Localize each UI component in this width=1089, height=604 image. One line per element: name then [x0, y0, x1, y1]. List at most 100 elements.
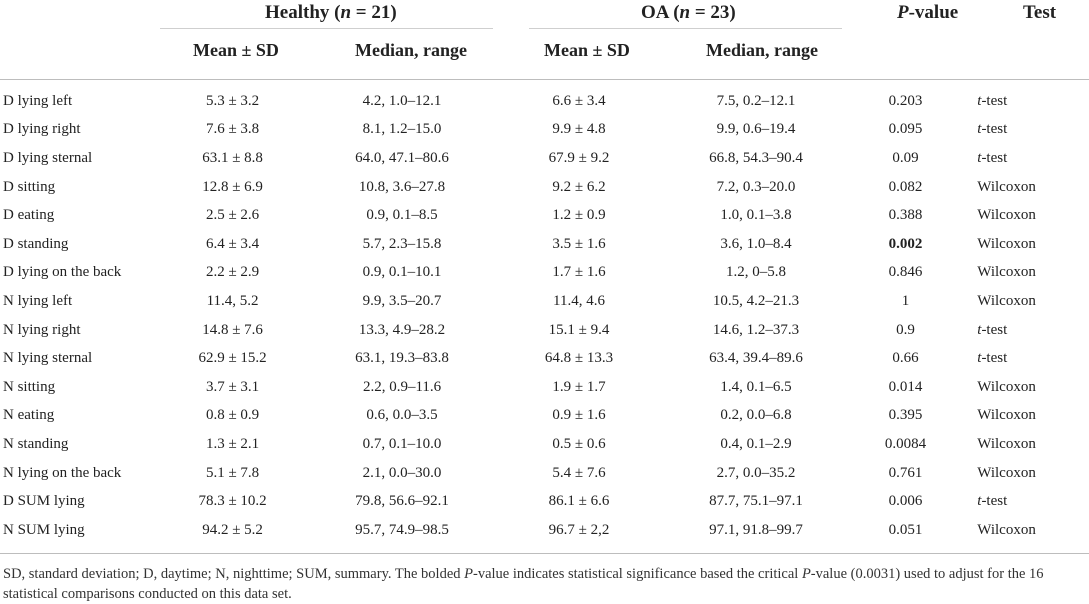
- healthy-group-rule: [160, 28, 493, 29]
- test-name: Wilcoxon: [977, 521, 1036, 538]
- test-cell: Wilcoxon: [965, 287, 1089, 316]
- healthy-mean-cell: 78.3 ± 10.2: [198, 493, 267, 510]
- healthy-group-header: Healthy (n = 21): [265, 2, 397, 23]
- pvalue-cell: 0.395: [888, 407, 923, 424]
- healthy-median-cell: 79.8, 56.6–92.1: [355, 493, 449, 510]
- pvalue-cell: 0.761: [888, 464, 923, 481]
- test-name: -test: [981, 92, 1008, 109]
- test-cell: Wilcoxon: [965, 230, 1089, 259]
- row-label: N lying right: [3, 321, 81, 338]
- table-row: D SUM lying 78.3 ± 10.2 79.8, 56.6–92.1 86.…: [0, 487, 1089, 516]
- healthy-median-cell: 64.0, 47.1–80.6: [355, 149, 449, 166]
- healthy-mean-cell: 2.5 ± 2.6: [205, 207, 260, 224]
- row-label: N sitting: [3, 378, 56, 395]
- test-name: Wilcoxon: [977, 207, 1036, 224]
- test-header: Test: [1023, 2, 1057, 23]
- oa-mean-header: Mean ± SD: [544, 40, 630, 60]
- healthy-median-cell: 95.7, 74.9–98.5: [355, 521, 449, 538]
- test-cell: Wilcoxon: [965, 402, 1089, 431]
- healthy-median-cell: 5.7, 2.3–15.8: [362, 235, 442, 252]
- pvalue-cell: 0.082: [888, 178, 923, 195]
- oa-median-cell: 7.2, 0.3–20.0: [716, 178, 796, 195]
- oa-mean-cell: 9.2 ± 6.2: [552, 178, 606, 195]
- test-name: -test: [981, 350, 1008, 367]
- healthy-median-cell: 8.1, 1.2–15.0: [362, 121, 442, 138]
- test-cell: Wilcoxon: [965, 373, 1089, 402]
- oa-mean-cell: 1.2 ± 0.9: [552, 207, 606, 224]
- oa-median-cell: 2.7, 0.0–35.2: [716, 464, 796, 481]
- test-cell: Wilcoxon: [965, 459, 1089, 488]
- table-row: D lying sternal 63.1 ± 8.8 64.0, 47.1–80.6…: [0, 144, 1089, 173]
- pvalue-cell: 0.388: [888, 207, 923, 224]
- oa-mean-cell: 1.9 ± 1.7: [552, 378, 606, 395]
- pvalue-cell: 0.09: [892, 149, 919, 166]
- oa-median-cell: 9.9, 0.6–19.4: [716, 121, 796, 138]
- test-cell: Wilcoxon: [965, 430, 1089, 459]
- table-bottom-rule: [0, 553, 1089, 554]
- row-label: D lying right: [3, 121, 81, 138]
- oa-median-cell: 0.2, 0.0–6.8: [720, 407, 792, 424]
- test-name: -test: [981, 149, 1008, 166]
- healthy-median-cell: 9.9, 3.5–20.7: [362, 292, 442, 309]
- test-prefix: t: [977, 350, 982, 367]
- table-row: D lying left 5.3 ± 3.2 4.2, 1.0–12.1 6.6 ± …: [0, 87, 1089, 116]
- table-row: D sitting 12.8 ± 6.9 10.8, 3.6–27.8 9.2 ± 6…: [0, 173, 1089, 202]
- oa-group-header: OA (n = 23): [641, 2, 736, 23]
- table-row: N eating 0.8 ± 0.9 0.6, 0.0–3.5 0.9 ± 1.6 0.…: [0, 402, 1089, 431]
- healthy-mean-cell: 11.4, 5.2: [206, 292, 259, 309]
- oa-median-cell: 1.4, 0.1–6.5: [720, 378, 792, 395]
- healthy-median-cell: 0.9, 0.1–10.1: [362, 264, 442, 281]
- pvalue-cell: 0.0084: [884, 435, 927, 452]
- test-prefix: t: [977, 321, 982, 338]
- row-label: D lying on the back: [3, 264, 122, 281]
- healthy-median-cell: 10.8, 3.6–27.8: [358, 178, 446, 195]
- test-cell: t-test: [965, 87, 1089, 116]
- test-name: Wilcoxon: [977, 264, 1036, 281]
- oa-group-rule: [529, 28, 842, 29]
- pvalue-cell: 0.66: [892, 350, 919, 367]
- healthy-median-cell: 63.1, 19.3–83.8: [355, 350, 449, 367]
- healthy-mean-cell: 63.1 ± 8.8: [202, 149, 263, 166]
- header-bottom-rule: [0, 79, 1089, 80]
- oa-mean-cell: 1.7 ± 1.6: [552, 264, 606, 281]
- pvalue-cell: 0.051: [888, 521, 923, 538]
- table-row: N standing 1.3 ± 2.1 0.7, 0.1–10.0 0.5 ± 0.…: [0, 430, 1089, 459]
- oa-median-cell: 97.1, 91.8–99.7: [709, 521, 803, 538]
- table-row: N lying sternal 62.9 ± 15.2 63.1, 19.3–83.…: [0, 344, 1089, 373]
- pvalue-header: P-value: [897, 2, 959, 23]
- pvalue-cell: 0.002: [888, 235, 923, 252]
- pvalue-cell: 0.006: [888, 493, 923, 510]
- oa-mean-cell: 6.6 ± 3.4: [552, 92, 606, 109]
- healthy-median-cell: 0.9, 0.1–8.5: [366, 207, 438, 224]
- test-prefix: t: [977, 92, 982, 109]
- row-label: D eating: [3, 207, 55, 224]
- healthy-mean-cell: 94.2 ± 5.2: [202, 521, 263, 538]
- table-body: D lying left 5.3 ± 3.2 4.2, 1.0–12.1 6.6 ± …: [0, 87, 1089, 545]
- oa-median-cell: 0.4, 0.1–2.9: [720, 435, 792, 452]
- row-label: N SUM lying: [3, 521, 85, 538]
- healthy-median-header: Median, range: [355, 40, 467, 60]
- table-row: D lying on the back 2.2 ± 2.9 0.9, 0.1–10.…: [0, 259, 1089, 288]
- oa-median-cell: 7.5, 0.2–12.1: [716, 92, 796, 109]
- oa-mean-cell: 86.1 ± 6.6: [548, 493, 610, 510]
- oa-mean-cell: 96.7 ± 2,2: [548, 521, 610, 538]
- healthy-mean-cell: 62.9 ± 15.2: [198, 350, 267, 367]
- pvalue-cell: 1: [901, 292, 910, 309]
- healthy-median-cell: 0.7, 0.1–10.0: [362, 435, 442, 452]
- pvalue-cell: 0.203: [888, 92, 923, 109]
- row-label: D SUM lying: [3, 493, 85, 510]
- test-name: -test: [981, 321, 1008, 338]
- table-row: N lying right 14.8 ± 7.6 13.3, 4.9–28.2 15.…: [0, 316, 1089, 345]
- oa-mean-cell: 64.8 ± 13.3: [544, 350, 614, 367]
- oa-median-cell: 3.6, 1.0–8.4: [720, 235, 792, 252]
- row-label: D lying left: [3, 92, 73, 109]
- oa-mean-cell: 9.9 ± 4.8: [552, 121, 606, 138]
- healthy-median-cell: 0.6, 0.0–3.5: [366, 407, 438, 424]
- table-row: N lying on the back 5.1 ± 7.8 2.1, 0.0–30.…: [0, 459, 1089, 488]
- healthy-mean-cell: 1.3 ± 2.1: [205, 435, 260, 452]
- row-label: D standing: [3, 235, 69, 252]
- oa-mean-cell: 15.1 ± 9.4: [548, 321, 610, 338]
- healthy-mean-cell: 14.8 ± 7.6: [202, 321, 263, 338]
- oa-median-cell: 1.0, 0.1–3.8: [720, 207, 792, 224]
- test-prefix: t: [977, 121, 982, 138]
